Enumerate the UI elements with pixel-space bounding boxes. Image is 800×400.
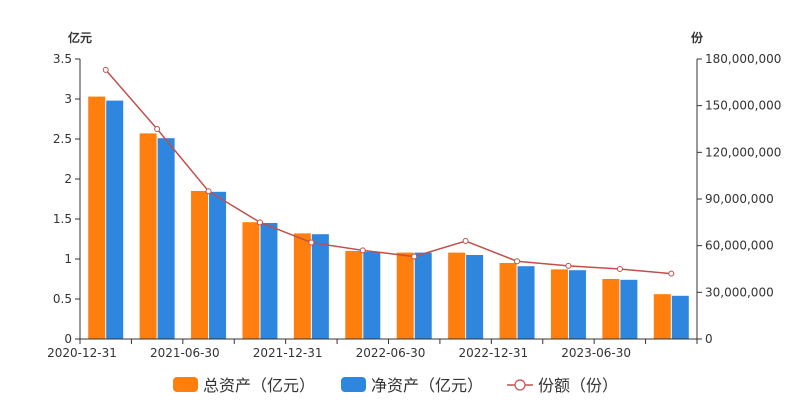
left-axis-tick-label: 2.5 [53, 132, 72, 146]
bar-net-assets [414, 252, 432, 339]
share-point [514, 258, 521, 265]
bar-total-assets [396, 252, 414, 339]
bar-total-assets [139, 133, 157, 339]
share-point [616, 266, 623, 272]
legend-swatch-net-assets [341, 377, 366, 392]
bar-total-assets [499, 263, 517, 339]
bar-total-assets [345, 251, 363, 339]
bar-total-assets [653, 294, 671, 339]
share-point [668, 270, 675, 277]
left-axis-tick-label: 0.5 [53, 292, 72, 306]
x-axis-tick-label: 2023-06-30 [561, 346, 631, 360]
share-point [102, 66, 109, 73]
bar-total-assets [293, 233, 311, 339]
bar-net-assets [466, 255, 484, 339]
legend-label-net-assets: 净资产（亿元） [371, 376, 483, 395]
bar-total-assets [550, 269, 568, 339]
bar-net-assets [209, 191, 227, 339]
left-axis-unit-label: 亿元 [68, 30, 92, 45]
right-axis-tick-label: 150,000,000 [705, 99, 781, 113]
x-axis-tick-label: 2022-06-30 [356, 346, 426, 360]
left-axis-tick-label: 1 [64, 252, 72, 266]
x-axis-tick-label: 2021-12-31 [253, 346, 323, 360]
bar-net-assets [517, 266, 535, 339]
right-axis-tick-label: 60,000,000 [705, 239, 774, 253]
bar-total-assets [242, 222, 260, 339]
bar-total-assets [88, 96, 106, 339]
share-point [359, 247, 366, 254]
legend-label-share: 份额（份） [538, 376, 618, 395]
bar-total-assets [448, 252, 466, 339]
share-point [411, 253, 418, 260]
right-axis-tick-label: 180,000,000 [705, 52, 781, 66]
right-axis-unit-label: 份 [691, 30, 704, 45]
bar-total-assets [602, 279, 620, 339]
right-axis-tick-label: 120,000,000 [705, 145, 781, 159]
share-point [205, 188, 212, 195]
left-axis-tick-label: 2 [64, 172, 72, 186]
share-line [105, 69, 672, 275]
bar-layer [88, 96, 689, 339]
left-axis-tick-label: 3 [64, 92, 72, 106]
right-axis-tick-label: 0 [705, 332, 713, 346]
legend-swatch-total-assets [173, 377, 198, 392]
share-point [565, 262, 572, 269]
legend-label-total-assets: 总资产（亿元） [203, 376, 315, 395]
x-axis-tick-label: 2021-06-30 [150, 346, 220, 360]
axes-layer: 0 0.5 1 1.5 2 2.5 3 3.5 0 30,000,000 60,000,000 90,… [47, 52, 781, 360]
bar-total-assets [191, 191, 209, 339]
bar-net-assets [568, 270, 586, 339]
bar-net-assets [106, 100, 124, 339]
x-axis-tick-label: 2022-12-31 [458, 346, 528, 360]
bar-net-assets [157, 138, 175, 339]
left-axis-tick-label: 1.5 [53, 212, 72, 226]
legend-marker-share [514, 379, 526, 391]
left-axis-tick-label: 0 [64, 332, 72, 346]
share-point [154, 126, 161, 132]
x-axis-tick-label: 2020-12-31 [47, 346, 117, 360]
right-axis-tick-label: 90,000,000 [705, 192, 774, 206]
bar-net-assets [363, 251, 381, 339]
bar-net-assets [311, 234, 329, 339]
share-point [462, 238, 469, 244]
left-axis-tick-label: 3.5 [53, 52, 72, 66]
legend: 总资产（亿元） 净资产（亿元） 份额（份） [173, 376, 618, 395]
line-layer [102, 66, 675, 277]
bar-net-assets [671, 295, 689, 339]
share-point [256, 219, 263, 226]
bar-net-assets [620, 279, 638, 339]
share-point [308, 239, 315, 246]
bar-net-assets [260, 223, 278, 339]
right-axis-tick-label: 30,000,000 [705, 285, 774, 299]
